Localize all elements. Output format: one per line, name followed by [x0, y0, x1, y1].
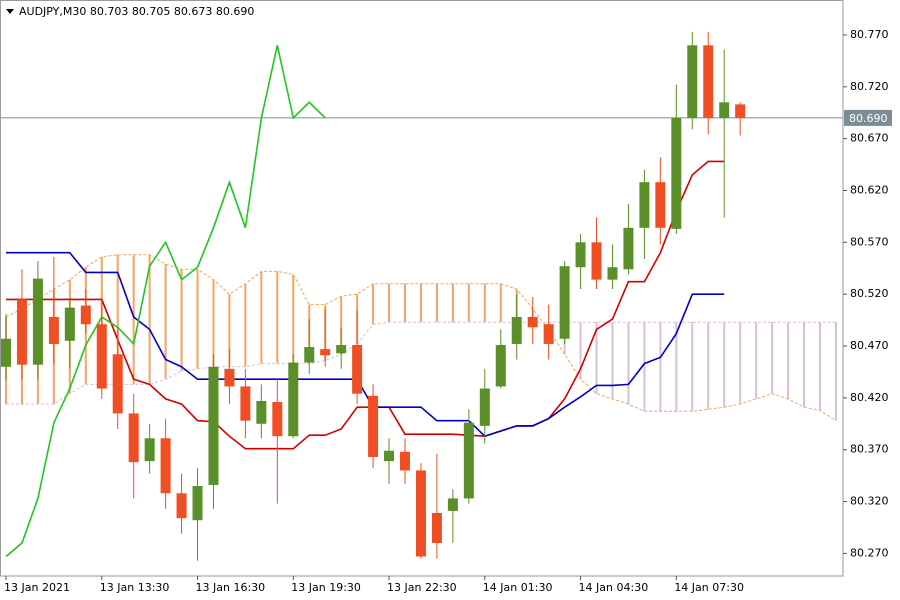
- candle-body: [176, 493, 187, 519]
- x-tick-label: 14 Jan 07:30: [674, 581, 744, 594]
- candle-body: [272, 402, 283, 437]
- candle-body: [320, 349, 331, 356]
- candle-body: [607, 267, 618, 280]
- x-tick-label: 13 Jan 16:30: [196, 581, 266, 594]
- y-tick-label: 80.370: [850, 443, 889, 456]
- candle-body: [336, 344, 347, 354]
- candle-body: [703, 45, 714, 118]
- candle-body: [719, 102, 730, 118]
- candle-body: [1, 338, 11, 367]
- y-tick-label: 80.670: [850, 132, 889, 145]
- y-tick-label: 80.570: [850, 235, 889, 248]
- candle-body: [559, 266, 570, 339]
- x-tick-label: 13 Jan 19:30: [291, 581, 361, 594]
- candle-body: [591, 242, 602, 280]
- x-tick-label: 13 Jan 2021: [4, 581, 70, 594]
- candle-body: [479, 388, 490, 426]
- candle-body: [32, 278, 43, 365]
- x-tick-label: 14 Jan 01:30: [483, 581, 553, 594]
- candle-body: [623, 227, 634, 270]
- y-tick-label: 80.470: [850, 339, 889, 352]
- candle-body: [304, 347, 315, 363]
- candle-body: [639, 182, 650, 228]
- plot-area: [0, 31, 843, 561]
- candle-body: [415, 470, 426, 557]
- last-price-box: [844, 109, 892, 126]
- y-tick-label: 80.520: [850, 287, 889, 300]
- candle-body: [144, 438, 155, 462]
- chart-title: AUDJPY,M30 80.703 80.705 80.673 80.690: [19, 5, 254, 18]
- y-tick-label: 80.770: [850, 28, 889, 41]
- candle-body: [447, 498, 458, 511]
- y-tick-label: 80.320: [850, 495, 889, 508]
- plot-border: [0, 0, 844, 577]
- candle-body: [511, 316, 522, 344]
- y-tick-label: 80.420: [850, 391, 889, 404]
- candle-body: [687, 45, 698, 118]
- y-tick-label: 80.720: [850, 80, 889, 93]
- candle-body: [431, 512, 442, 544]
- candle-body: [384, 450, 395, 462]
- x-tick-label: 14 Jan 04:30: [579, 581, 649, 594]
- candle-body: [80, 305, 91, 325]
- indicator-line: [6, 251, 725, 438]
- candle-body: [48, 316, 59, 344]
- candle-body: [288, 362, 299, 437]
- candle-body: [400, 451, 410, 471]
- candle-body: [224, 368, 235, 387]
- menu-arrow[interactable]: [6, 9, 14, 14]
- last-price-label: 80.690: [849, 112, 888, 125]
- candle-body: [543, 324, 554, 344]
- candle-body: [192, 485, 203, 521]
- x-tick-label: 13 Jan 13:30: [100, 581, 170, 594]
- candle-body: [160, 438, 171, 494]
- candle-body: [256, 400, 267, 424]
- span-a-line: [5, 254, 837, 422]
- candle-body: [352, 344, 363, 394]
- candle-body: [96, 324, 107, 389]
- candle-body: [208, 366, 219, 485]
- candle-body: [368, 395, 379, 457]
- candle-body: [575, 242, 586, 268]
- candle-body: [655, 182, 666, 228]
- candle-body: [112, 354, 123, 414]
- indicator-line: [5, 45, 326, 558]
- indicator-line: [6, 160, 725, 450]
- x-tick-label: 13 Jan 22:30: [387, 581, 457, 594]
- candle-body: [495, 344, 506, 387]
- candle-body: [463, 422, 474, 499]
- candle-body: [527, 316, 538, 328]
- candle-body: [671, 117, 682, 229]
- candle-body: [240, 386, 251, 421]
- candle-body: [735, 104, 746, 118]
- y-tick-label: 80.620: [850, 183, 889, 196]
- candle-body: [128, 413, 139, 463]
- candle-body: [64, 307, 75, 341]
- y-tick-label: 80.270: [850, 546, 889, 559]
- candle-body: [16, 299, 27, 365]
